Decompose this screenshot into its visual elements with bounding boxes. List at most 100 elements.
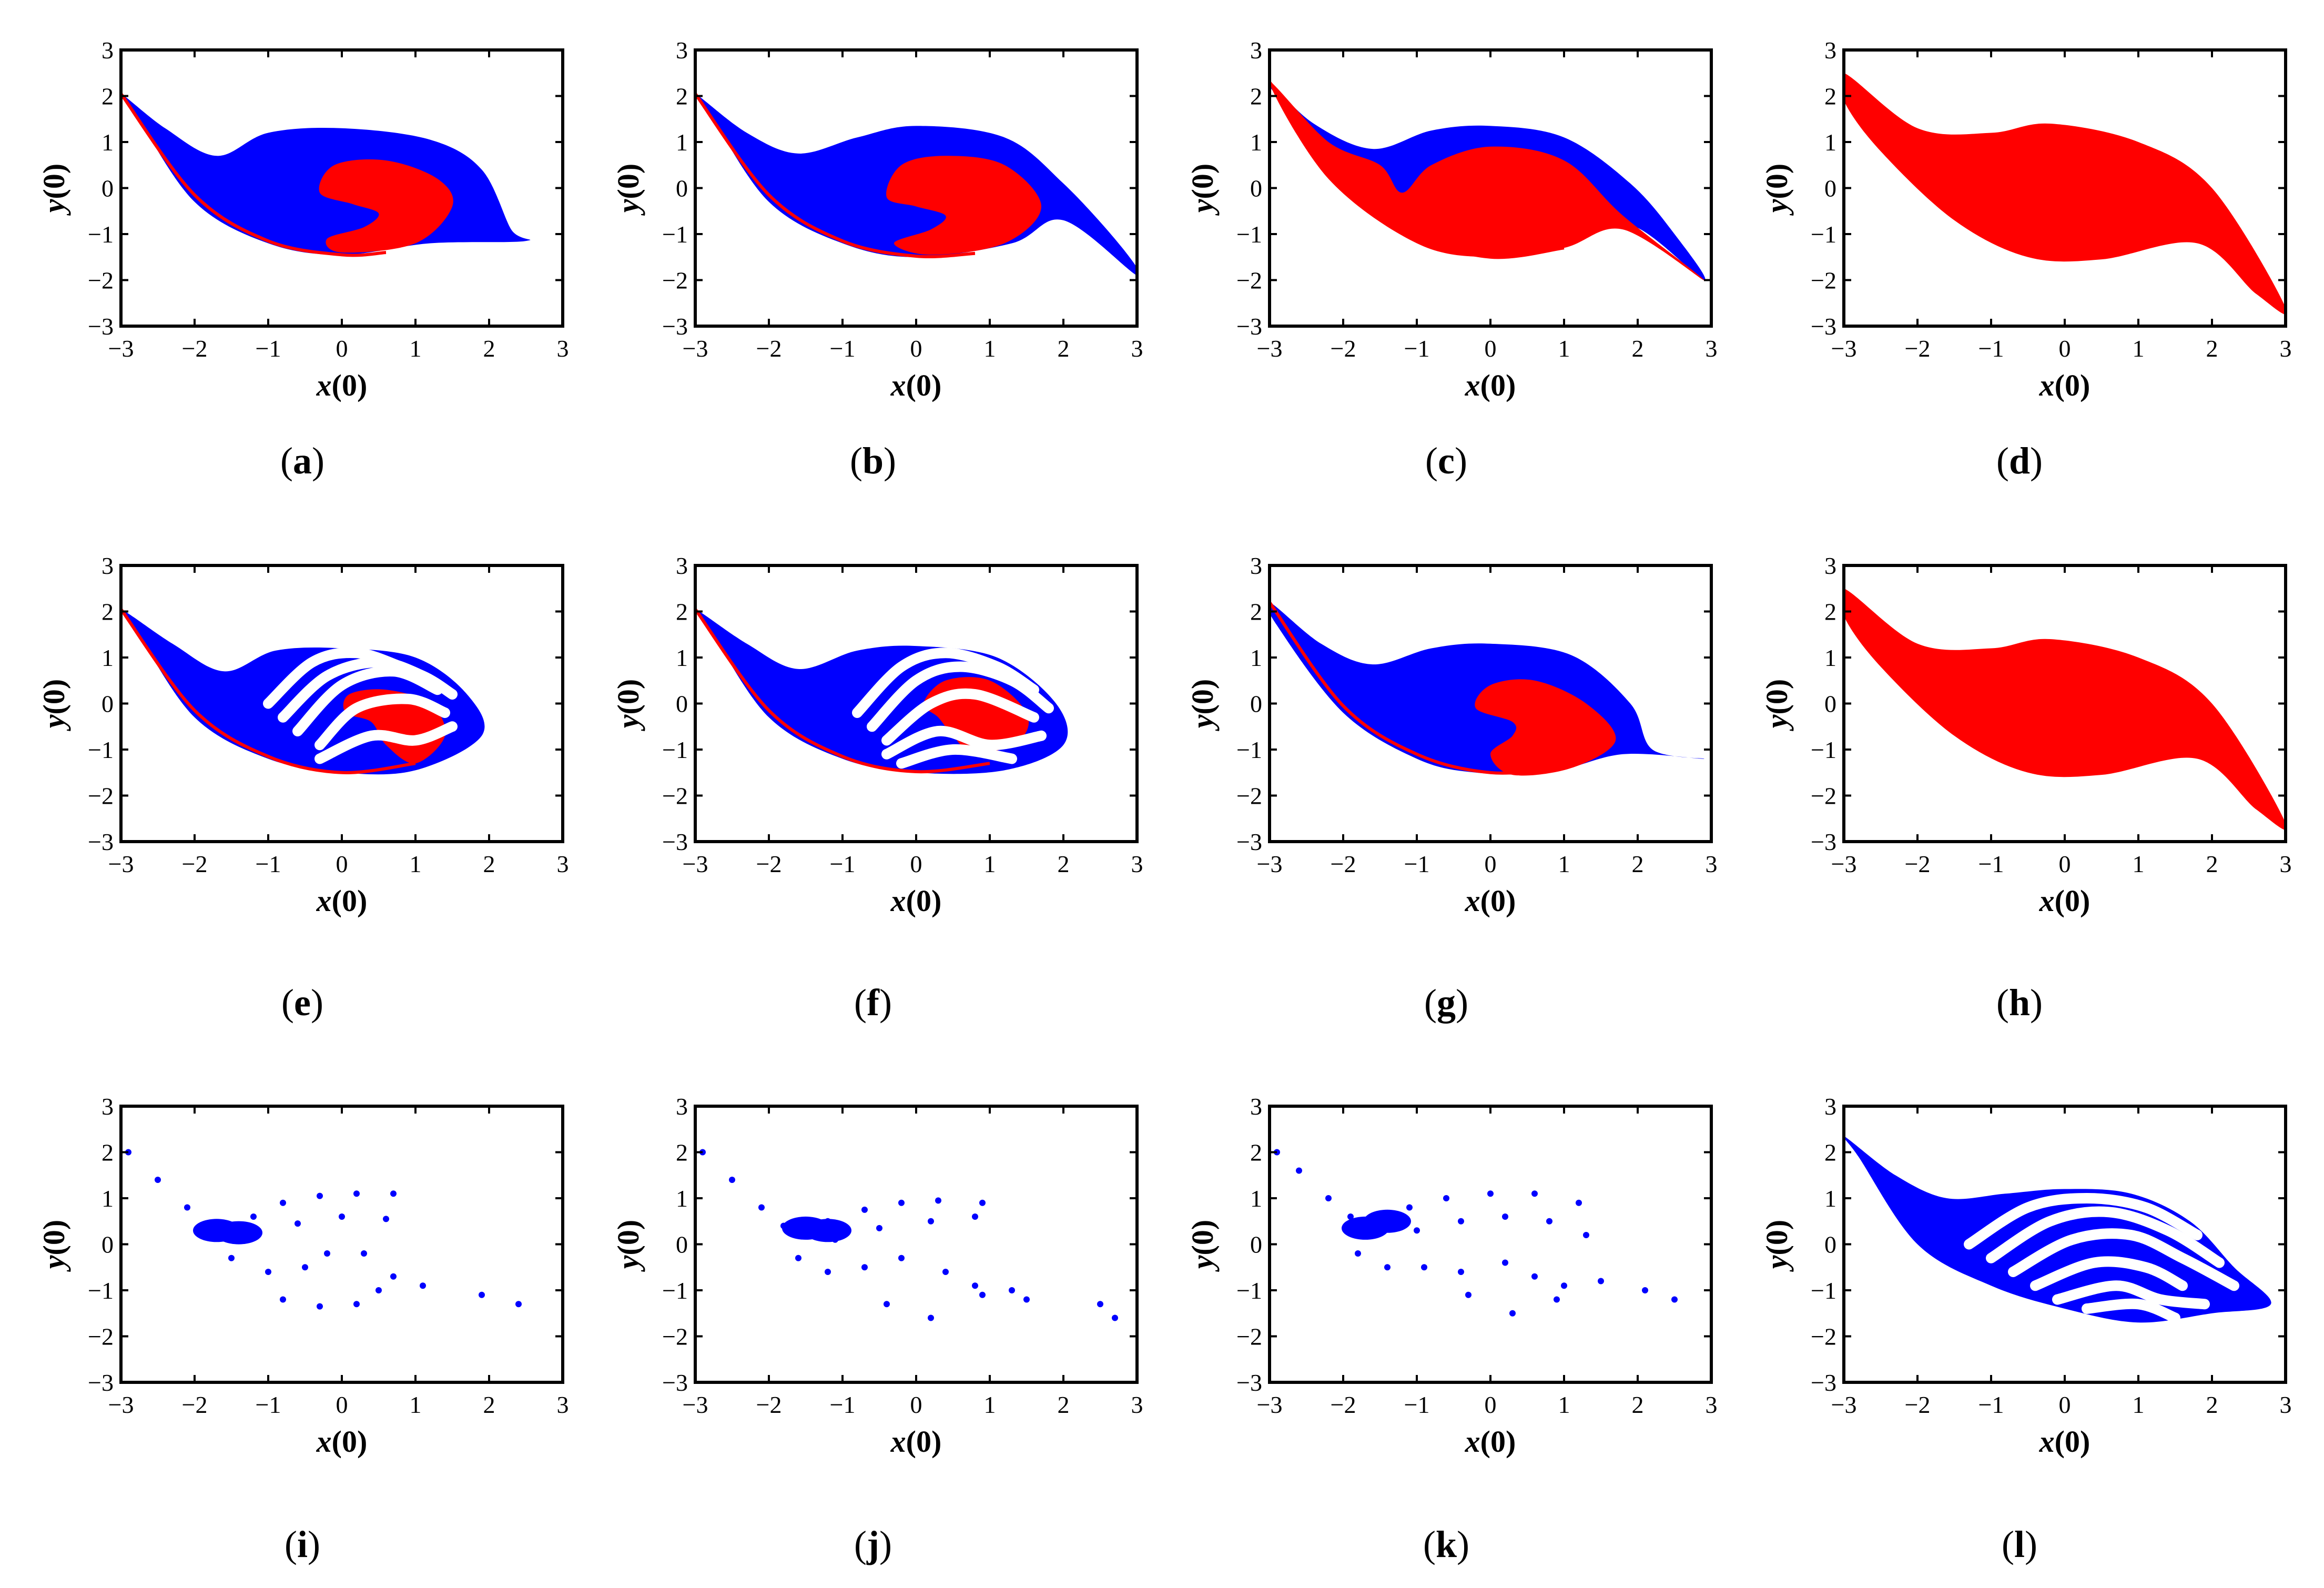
swirl-gap-l-3 [2030, 1256, 2188, 1291]
xtick-label-d-2: −1 [1978, 335, 2004, 362]
xtick-label-g-1: −2 [1331, 851, 1356, 877]
swirl-gap-l-1 [1986, 1206, 2225, 1268]
blue-point-k-17 [1421, 1264, 1427, 1271]
xtick-label-c-0: −3 [1257, 335, 1283, 362]
blue-point-i-20 [390, 1273, 397, 1280]
blue-point-i-22 [479, 1291, 485, 1298]
ytick-label-h-6: 3 [1824, 552, 1836, 579]
plot-area-g [1270, 601, 1704, 776]
blue-point-j-21 [884, 1301, 890, 1308]
ytick-label-d-5: 2 [1824, 83, 1836, 110]
blue-point-k-1 [1296, 1167, 1302, 1174]
red-basin-c [1270, 82, 1704, 280]
ytick-label-d-2: −1 [1811, 221, 1836, 248]
blue-cluster-i-1 [215, 1221, 262, 1245]
ytick-label-h-5: 2 [1824, 599, 1836, 625]
blue-point-i-1 [155, 1177, 161, 1183]
ytick-label-j-4: 1 [676, 1185, 688, 1212]
ytick-label-j-3: 0 [676, 1231, 688, 1258]
xtick-label-a-0: −3 [108, 335, 134, 362]
plot-area-l [1844, 1136, 2271, 1323]
ytick-label-e-0: −3 [88, 828, 114, 855]
blue-point-k-14 [1583, 1232, 1589, 1238]
xtick-label-h-4: 1 [2133, 851, 2145, 877]
ytick-label-g-3: 0 [1250, 691, 1262, 717]
blue-point-j-7 [898, 1199, 905, 1206]
x-axis-title-i: x(0) [316, 1424, 368, 1459]
xtick-label-f-0: −3 [683, 851, 708, 877]
xtick-label-i-6: 3 [557, 1391, 569, 1418]
ytick-label-h-4: 1 [1824, 644, 1836, 671]
ytick-label-j-5: 2 [676, 1139, 688, 1166]
blue-point-i-9 [353, 1190, 360, 1197]
blue-point-i-14 [383, 1216, 389, 1222]
panel-f: −3 −2 −1 0 1 2 3 −3 −2 −1 0 1 2 3 x(0) y(0) (f) [611, 552, 1143, 1024]
xtick-label-l-3: 0 [2059, 1391, 2071, 1418]
xtick-label-e-3: 0 [336, 851, 348, 877]
blue-point-i-25 [317, 1303, 323, 1310]
blue-point-k-10 [1414, 1227, 1420, 1234]
blue-point-j-9 [979, 1199, 986, 1206]
xtick-label-f-1: −2 [756, 851, 782, 877]
ytick-label-b-1: −2 [662, 267, 688, 294]
xtick-label-i-5: 2 [483, 1391, 495, 1418]
x-axis-title-f: x(0) [890, 884, 942, 918]
ytick-label-i-5: 2 [102, 1139, 114, 1166]
red-basin-g [1475, 679, 1616, 776]
swirl-gap-f-1 [867, 661, 1054, 732]
panel-label-j: (j) [854, 1523, 892, 1565]
x-axis-title-l: x(0) [2039, 1424, 2090, 1459]
red-edge-e [121, 608, 416, 774]
xtick-label-e-0: −3 [108, 851, 134, 877]
blue-point-j-24 [1023, 1296, 1030, 1303]
blue-point-k-18 [1458, 1269, 1464, 1275]
ytick-label-l-3: 0 [1824, 1231, 1836, 1258]
red-basin-b [886, 156, 1041, 255]
xtick-label-a-1: −2 [182, 335, 208, 362]
ytick-label-f-0: −3 [662, 828, 688, 855]
ytick-label-c-2: −1 [1236, 221, 1262, 248]
blue-point-j-15 [825, 1269, 831, 1275]
xtick-label-k-0: −3 [1257, 1391, 1283, 1418]
y-axis-title-d: y(0) [1760, 164, 1794, 216]
swirl-gap-f-0 [852, 648, 1039, 718]
xtick-label-c-1: −2 [1331, 335, 1356, 362]
blue-point-j-19 [972, 1282, 978, 1289]
xtick-label-d-3: 0 [2059, 335, 2071, 362]
ytick-label-e-2: −1 [88, 736, 114, 763]
ytick-label-b-5: 2 [676, 83, 688, 110]
xtick-label-j-3: 0 [910, 1391, 922, 1418]
blue-point-j-8 [935, 1197, 941, 1204]
ytick-label-c-0: −3 [1236, 313, 1262, 340]
xtick-label-g-3: 0 [1485, 851, 1497, 877]
blue-point-i-12 [295, 1220, 301, 1227]
ytick-label-l-1: −2 [1811, 1323, 1836, 1350]
panel-label-d: (d) [1996, 440, 2043, 482]
ytick-label-b-4: 1 [676, 129, 688, 156]
panel-b: −3 −2 −1 0 1 2 3 −3 −2 −1 0 1 2 3 x(0) y(0) (b) [611, 37, 1143, 482]
red-basin-h [1844, 588, 2286, 830]
panel-label-a: (a) [280, 440, 324, 482]
xtick-label-g-5: 2 [1632, 851, 1644, 877]
xtick-label-k-4: 1 [1558, 1391, 1570, 1418]
xtick-label-l-1: −2 [1905, 1391, 1931, 1418]
plot-area-i [125, 1149, 522, 1310]
blue-point-j-22 [928, 1314, 934, 1321]
plot-area-h [1844, 588, 2286, 830]
x-axis-title-g: x(0) [1465, 884, 1516, 918]
xtick-label-b-3: 0 [910, 335, 922, 362]
xtick-label-j-6: 3 [1131, 1391, 1143, 1418]
ytick-label-a-0: −3 [88, 313, 114, 340]
xtick-label-f-6: 3 [1131, 851, 1143, 877]
ytick-label-a-1: −2 [88, 267, 114, 294]
ytick-label-l-0: −3 [1811, 1369, 1836, 1396]
xtick-label-a-2: −1 [256, 335, 281, 362]
axes-frame-j [694, 1105, 1139, 1384]
panel-l: −3 −2 −1 0 1 2 3 −3 −2 −1 0 1 2 3 x(0) y(0) (l) [1760, 1093, 2292, 1565]
blue-point-i-13 [339, 1213, 345, 1220]
blue-point-j-25 [1097, 1301, 1103, 1308]
ytick-label-f-3: 0 [676, 691, 688, 717]
axes-frame-k [1268, 1105, 1713, 1384]
xtick-label-e-6: 3 [557, 851, 569, 877]
ytick-label-e-6: 3 [102, 552, 114, 579]
